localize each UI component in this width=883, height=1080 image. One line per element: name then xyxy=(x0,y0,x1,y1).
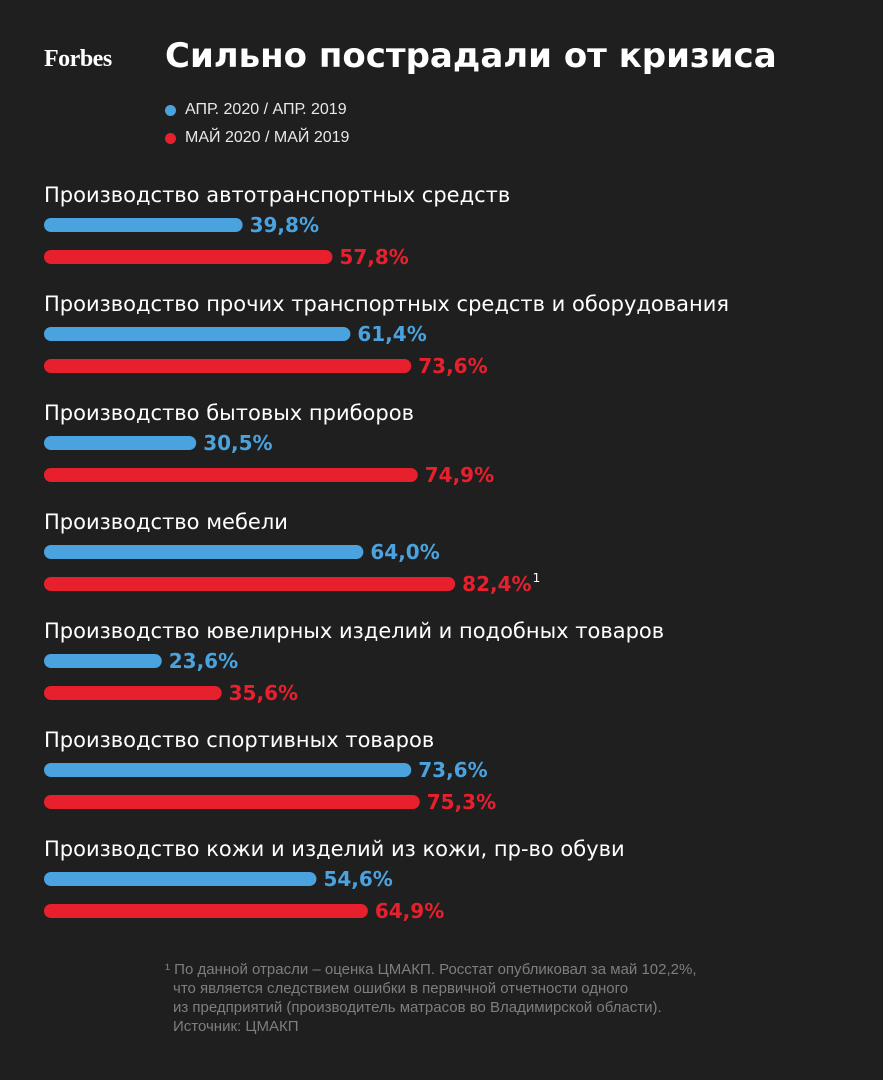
category-label: Производство бытовых приборов xyxy=(44,401,414,425)
bar-april xyxy=(44,436,197,450)
chart-title: Сильно пострадали от кризиса xyxy=(165,36,777,76)
legend-item-may: МАЙ 2020 / МАЙ 2019 xyxy=(165,124,349,152)
category-label: Производство кожи и изделий из кожи, пр-… xyxy=(44,837,625,861)
value-label: 23,6% xyxy=(169,649,238,673)
value-label: 64,0% xyxy=(370,540,439,564)
value-label: 35,6% xyxy=(229,681,298,705)
value-label: 61,4% xyxy=(357,322,426,346)
footnote-line: из предприятий (производитель матрасов в… xyxy=(173,999,662,1016)
value-label: 64,9% xyxy=(375,899,444,923)
bar-april xyxy=(44,763,412,777)
category-label: Производство автотранспортных средств xyxy=(44,183,510,207)
bar-april xyxy=(44,545,364,559)
bar-chart: Производство автотранспортных средств 39,… xyxy=(44,183,729,923)
value-label: 75,3% xyxy=(427,790,496,814)
bar-april xyxy=(44,654,162,668)
legend-dot-red xyxy=(165,132,176,144)
footnote-line: что является следствием ошибки в первичн… xyxy=(173,980,629,997)
forbes-logo: Forbes xyxy=(44,46,112,72)
value-label: 73,6% xyxy=(418,354,487,378)
category-label: Производство спортивных товаров xyxy=(44,728,434,752)
value-label: 57,8% xyxy=(339,245,408,269)
value-label: 39,8% xyxy=(250,213,319,237)
category-label: Производство прочих транспортных средств… xyxy=(44,292,729,316)
bar-may xyxy=(44,468,418,482)
bar-april xyxy=(44,218,243,232)
bar-may xyxy=(44,904,368,918)
value-label: 30,5% xyxy=(203,431,272,455)
legend-label-may: МАЙ 2020 / МАЙ 2019 xyxy=(185,129,350,146)
value-label: 82,4% xyxy=(462,572,531,596)
bar-may xyxy=(44,359,412,373)
legend: АПР. 2020 / АПР. 2019 МАЙ 2020 / МАЙ 201… xyxy=(165,96,349,152)
footnote-line: Источник: ЦМАКП xyxy=(173,1018,299,1035)
legend-label-april: АПР. 2020 / АПР. 2019 xyxy=(185,101,347,118)
bar-may xyxy=(44,577,456,591)
footnote-marker: 1 xyxy=(533,571,541,585)
bar-may xyxy=(44,686,222,700)
bar-april xyxy=(44,872,317,886)
value-label: 54,6% xyxy=(323,867,392,891)
category-label: Производство ювелирных изделий и подобны… xyxy=(44,619,664,643)
legend-item-april: АПР. 2020 / АПР. 2019 xyxy=(165,96,349,124)
footnote: ¹ По данной отрасли – оценка ЦМАКП. Росс… xyxy=(165,960,805,1036)
category-label: Производство мебели xyxy=(44,510,288,534)
value-label: 73,6% xyxy=(418,758,487,782)
legend-dot-blue xyxy=(165,104,176,116)
bar-may xyxy=(44,250,333,264)
bar-may xyxy=(44,795,420,809)
bar-april xyxy=(44,327,351,341)
value-label: 74,9% xyxy=(425,463,494,487)
footnote-line: ¹ По данной отрасли – оценка ЦМАКП. Росс… xyxy=(165,961,697,978)
